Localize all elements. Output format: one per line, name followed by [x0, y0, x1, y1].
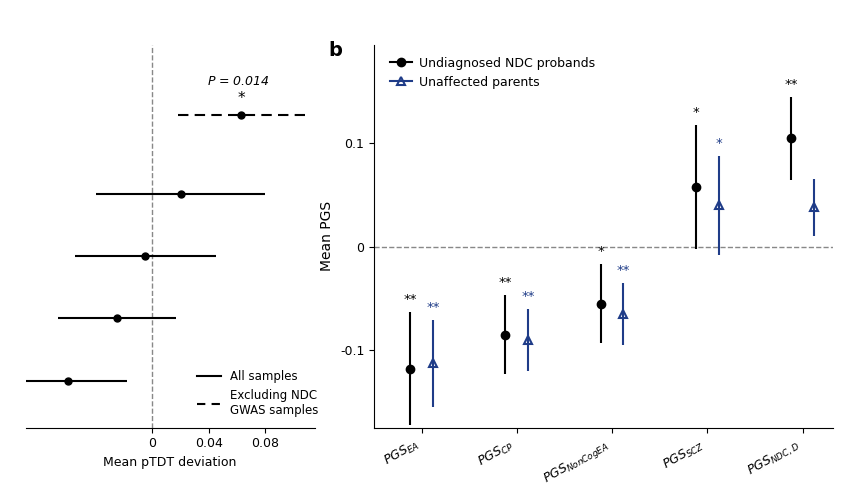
Text: b: b — [328, 41, 342, 60]
Legend: All samples, Excluding NDC
GWAS samples: All samples, Excluding NDC GWAS samples — [192, 365, 323, 422]
X-axis label: Mean pTDT deviation: Mean pTDT deviation — [104, 456, 236, 469]
Text: **: ** — [499, 276, 513, 289]
Text: **: ** — [522, 290, 535, 302]
Y-axis label: Mean PGS: Mean PGS — [320, 201, 334, 272]
Text: **: ** — [404, 293, 417, 306]
Text: *: * — [693, 106, 700, 119]
Text: *: * — [237, 91, 245, 106]
Text: **: ** — [427, 301, 439, 314]
Text: **: ** — [617, 264, 630, 277]
Text: *: * — [598, 245, 604, 258]
Text: *: * — [716, 137, 722, 149]
Text: $P$ = 0.014: $P$ = 0.014 — [207, 75, 269, 88]
Text: **: ** — [785, 78, 798, 91]
Legend: Undiagnosed NDC probands, Unaffected parents: Undiagnosed NDC probands, Unaffected par… — [385, 51, 600, 94]
